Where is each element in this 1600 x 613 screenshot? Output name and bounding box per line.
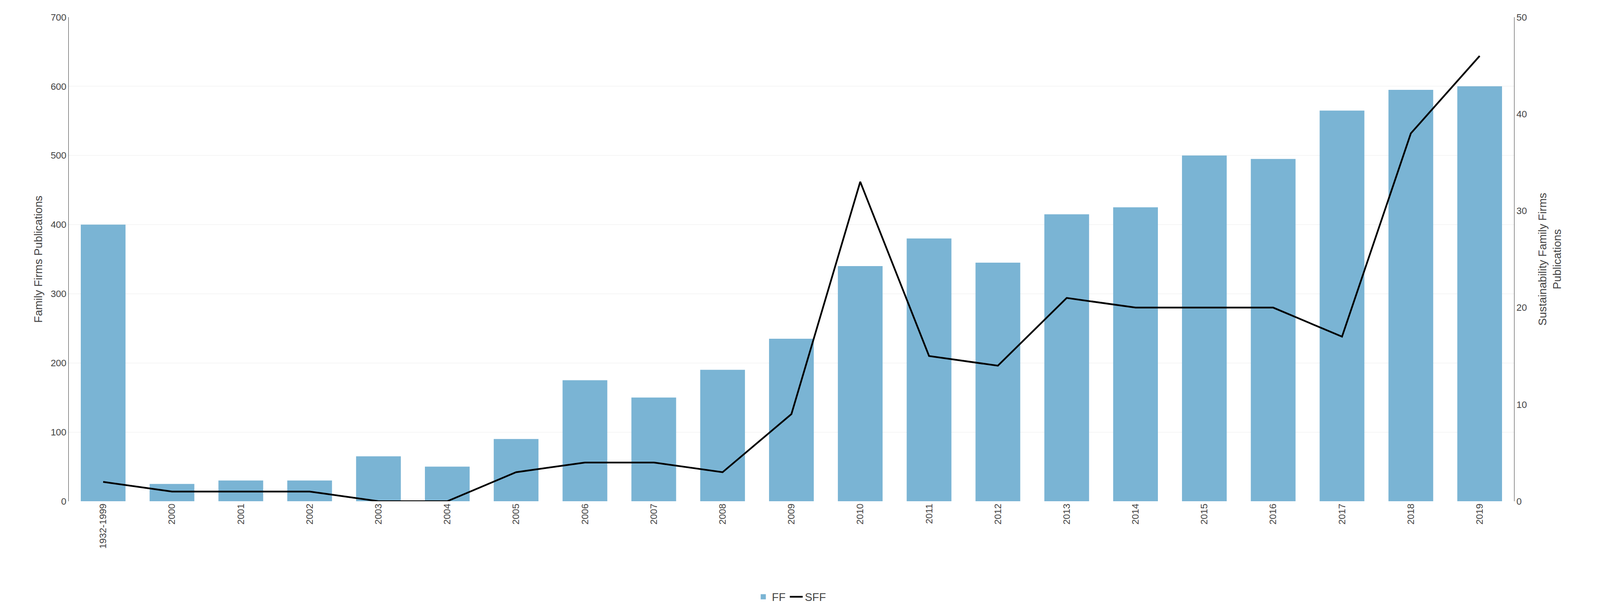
svg-text:2011: 2011 [923,503,935,524]
svg-text:Family Firms Publications: Family Firms Publications [31,195,45,323]
svg-text:2008: 2008 [717,503,728,525]
svg-text:2019: 2019 [1474,503,1485,525]
svg-text:2014: 2014 [1129,503,1141,525]
svg-text:2002: 2002 [304,503,315,525]
svg-text:2016: 2016 [1267,503,1279,525]
svg-text:10: 10 [1516,399,1527,410]
svg-text:40: 40 [1516,108,1527,120]
svg-text:2007: 2007 [648,503,660,525]
svg-text:100: 100 [50,426,67,438]
svg-text:2009: 2009 [785,503,797,525]
svg-text:200: 200 [50,357,67,369]
svg-text:300: 300 [50,288,67,300]
svg-text:20: 20 [1516,302,1527,313]
svg-text:1932-1999: 1932-1999 [97,503,109,549]
svg-text:0: 0 [1516,495,1522,507]
svg-text:2006: 2006 [579,503,591,525]
svg-text:700: 700 [50,12,67,23]
svg-text:SFF: SFF [804,590,826,604]
svg-text:2013: 2013 [1061,503,1072,525]
svg-text:600: 600 [50,81,67,92]
svg-text:500: 500 [50,149,67,161]
svg-text:2001: 2001 [235,503,247,525]
svg-text:2000: 2000 [166,503,178,525]
svg-text:50: 50 [1516,12,1527,23]
svg-text:2003: 2003 [372,503,384,525]
svg-text:2005: 2005 [510,503,522,525]
svg-text:2018: 2018 [1405,503,1417,525]
svg-text:FF: FF [772,590,786,604]
svg-text:2012: 2012 [992,503,1004,525]
svg-text:2004: 2004 [441,503,453,525]
svg-text:2015: 2015 [1198,503,1210,525]
svg-text:2010: 2010 [854,503,866,525]
svg-text:400: 400 [50,219,67,230]
svg-text:0: 0 [61,495,67,507]
svg-text:2017: 2017 [1336,503,1348,525]
svg-text:Sustainability Family FirmsPub: Sustainability Family FirmsPublications [1535,192,1564,326]
svg-text:30: 30 [1516,205,1527,217]
